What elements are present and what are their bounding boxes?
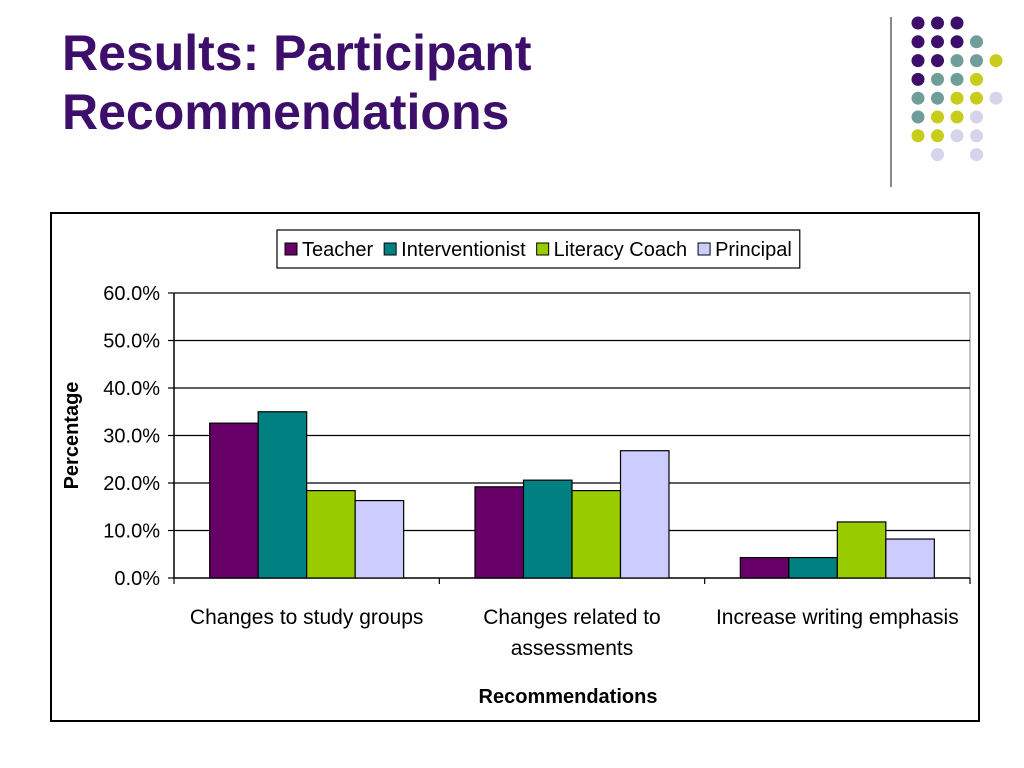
legend-label: Teacher <box>302 239 373 261</box>
decor-dot <box>950 91 964 105</box>
bar-interventionist <box>788 556 838 579</box>
bar-principal <box>354 499 405 579</box>
decor-dot <box>931 54 944 68</box>
legend-swatch <box>536 242 550 256</box>
decor-dot <box>931 91 944 105</box>
decor-dot <box>970 35 983 49</box>
bar-literacy-coach <box>836 521 887 579</box>
decor-dot <box>950 54 964 68</box>
decor-dot <box>970 91 983 105</box>
slide-title: Results: Participant Recommendations <box>62 24 532 142</box>
x-category-label: Changes related to <box>483 606 660 629</box>
decor-dot <box>931 16 944 30</box>
legend-label: Interventionist <box>401 239 526 261</box>
bar-teacher <box>739 556 790 579</box>
decor-dot <box>931 35 944 49</box>
x-category-label: Changes to study groups <box>190 606 423 629</box>
y-tick-label: 10.0% <box>103 521 160 543</box>
decor-dot <box>931 148 944 162</box>
x-axis-title: Recommendations <box>479 686 658 708</box>
decor-dot <box>970 54 983 68</box>
decor-dot <box>989 54 1003 68</box>
bar-principal <box>885 538 935 579</box>
decor-dot <box>950 129 964 143</box>
slide-title-line-1: Results: Participant <box>62 25 532 81</box>
decor-dot <box>931 72 944 86</box>
decor-dot <box>911 91 925 105</box>
decor-dot <box>911 16 925 30</box>
legend-swatch <box>697 242 711 256</box>
decor-dot <box>931 110 944 124</box>
decor-dot <box>950 16 964 30</box>
y-tick-label: 50.0% <box>103 331 160 353</box>
decorative-divider <box>890 17 892 187</box>
decor-dot <box>911 129 925 143</box>
bar-principal <box>619 450 670 579</box>
legend: Teacher Interventionist Literacy Coach Prin… <box>276 229 801 269</box>
decor-dot <box>911 35 925 49</box>
legend-swatch <box>284 242 298 256</box>
decor-dot <box>931 129 944 143</box>
decor-dot <box>911 72 925 86</box>
bar-interventionist <box>522 479 573 579</box>
decor-dot <box>970 148 983 162</box>
decor-dot <box>970 129 983 143</box>
bar-teacher <box>474 486 525 579</box>
decor-dot <box>970 72 983 86</box>
slide-title-line-2: Recommendations <box>62 84 510 140</box>
decor-dot <box>950 35 964 49</box>
decor-dot <box>989 91 1003 105</box>
x-category-label: Increase writing emphasis <box>716 606 959 629</box>
y-tick-label: 60.0% <box>103 283 160 305</box>
x-category-label: assessments <box>511 637 634 660</box>
y-axis-title: Percentage <box>61 382 83 490</box>
bar-literacy-coach <box>571 490 622 579</box>
y-tick-label: 30.0% <box>103 426 160 448</box>
y-tick-label: 20.0% <box>103 473 160 495</box>
bar-interventionist <box>257 411 308 579</box>
decor-dot <box>950 72 964 86</box>
decor-dot <box>911 54 925 68</box>
bar-chart: 0.0% 10.0% 20.0% 30.0% 40.0% 50.0% 60.0% Change… <box>61 229 971 708</box>
y-tick-label: 40.0% <box>103 378 160 400</box>
decor-dot <box>950 110 964 124</box>
legend-label: Principal <box>715 239 792 261</box>
legend-swatch <box>383 242 397 256</box>
decor-dot <box>911 110 925 124</box>
bar-literacy-coach <box>306 490 356 579</box>
decor-dot <box>970 110 983 124</box>
legend-label: Literacy Coach <box>554 239 687 261</box>
chart-frame: 0.0% 10.0% 20.0% 30.0% 40.0% 50.0% 60.0% Change… <box>50 212 980 722</box>
bar-teacher <box>209 422 259 579</box>
y-tick-label: 0.0% <box>114 568 160 590</box>
